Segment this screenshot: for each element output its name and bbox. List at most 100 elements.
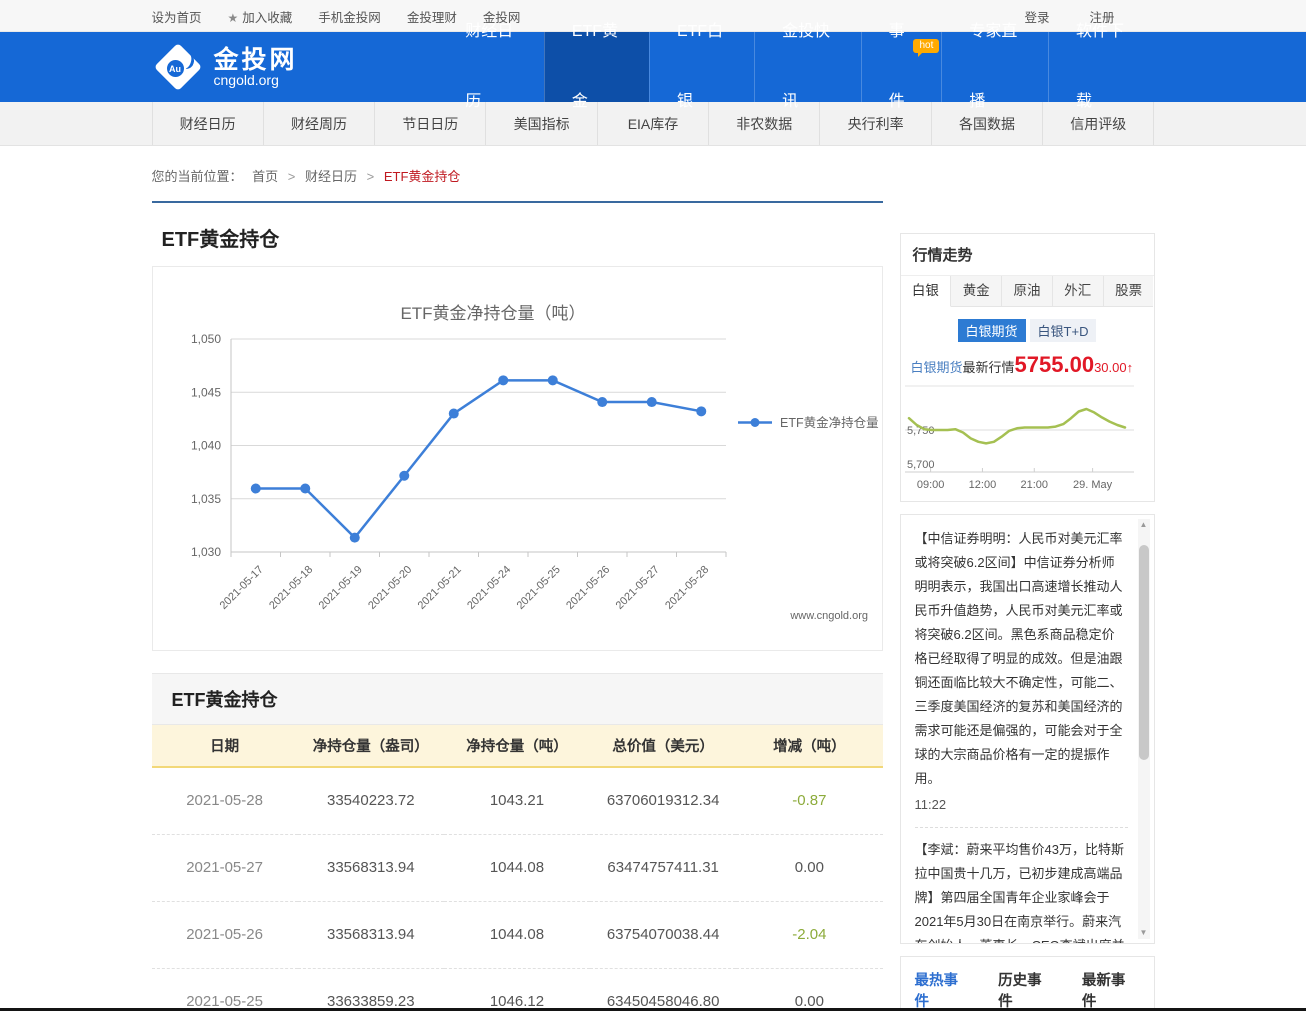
holdings-table-section: ETF黄金持仓 日期 净持仓量（盎司） 净持仓量（吨） 总价值（美元） 增减（吨… <box>151 673 883 1011</box>
nav-item-xiazai[interactable]: 软件下载 <box>1047 23 1155 110</box>
page-title: ETF黄金持仓 <box>161 229 280 251</box>
news-item[interactable]: 【中信证券明明：人民币对美元汇率或将突破6.2区间】中信证券分析师明明表示，我国… <box>915 527 1128 817</box>
tab-latest-events[interactable]: 最新事件 <box>1081 973 1126 1010</box>
nav-item-etf-silver[interactable]: ETF白银 <box>648 23 754 110</box>
topbar-link-licai[interactable]: 金投理财 <box>406 10 457 25</box>
topbar-link-favorite[interactable]: ★ 加入收藏 <box>228 7 293 26</box>
cell-date: 2021-05-25 <box>151 968 298 1011</box>
scroll-up-icon[interactable]: ▲ <box>1139 520 1148 529</box>
quote-tab-stock[interactable]: 股票 <box>1103 276 1154 307</box>
subnav-geguo-shuju[interactable]: 各国数据 <box>932 102 1044 145</box>
col-header-date: 日期 <box>151 725 298 768</box>
x-tick-label: 2021-05-18 <box>267 564 315 612</box>
news-text: 【李斌：蔚来平均售价43万，比特斯拉中国贵十几万，已初步建成高端品牌】第四届全国… <box>914 842 1125 943</box>
data-point <box>497 375 508 386</box>
subnav-caijing-zhouli[interactable]: 财经周历 <box>264 102 376 145</box>
scrollbar-thumb[interactable] <box>1138 545 1149 760</box>
col-header-change: 增减（吨） <box>736 725 883 768</box>
cell-change: -2.04 <box>736 901 883 969</box>
data-point <box>695 406 706 417</box>
nav-item-caijing-rili[interactable]: 财经日历 <box>465 23 514 110</box>
svg-text:5,750: 5,750 <box>907 425 935 437</box>
sidebar: 行情走势 白银 黄金 原油 外汇 股票 白银期货 白银T+D 白银期货最新行情5… <box>899 233 1155 1011</box>
cell-value: 63450458046.80 <box>590 968 737 1011</box>
main-content: ETF黄金持仓 1,050 1,045 1,040 1,035 1,030 2021-05… <box>151 203 883 1011</box>
register-link[interactable]: 注册 <box>1089 10 1115 25</box>
cell-change: 0.00 <box>736 968 883 1011</box>
holdings-table: 日期 净持仓量（盎司） 净持仓量（吨） 总价值（美元） 增减（吨） 2021-0… <box>151 725 883 1011</box>
logo-diamond-icon: Au <box>152 41 204 93</box>
table-row: 2021-05-28 33540223.72 1043.21 637060193… <box>151 767 883 835</box>
quote-tab-oil[interactable]: 原油 <box>1002 276 1053 307</box>
table-section-title: ETF黄金持仓 <box>151 673 883 725</box>
data-point <box>547 375 558 386</box>
tab-hottest-events[interactable]: 最热事件 <box>914 973 959 1010</box>
tab-history-events[interactable]: 历史事件 <box>998 973 1042 1010</box>
mini-x-tick-label: 29. May <box>1073 479 1113 491</box>
news-item[interactable]: 【李斌：蔚来平均售价43万，比特斯拉中国贵十几万，已初步建成高端品牌】第四届全国… <box>914 838 1128 943</box>
news-scrollbar[interactable]: ▲ ▼ <box>1137 519 1150 939</box>
quote-tab-silver[interactable]: 白银 <box>900 276 952 307</box>
cell-oz: 33568313.94 <box>297 901 444 969</box>
x-tick-label: 2021-05-25 <box>514 564 562 612</box>
cell-value: 63706019312.34 <box>590 767 737 835</box>
table-header-row: 日期 净持仓量（盎司） 净持仓量（吨） 总价值（美元） 增减（吨） <box>151 725 883 768</box>
series-line <box>255 379 701 540</box>
cell-tons: 1044.08 <box>443 834 591 902</box>
sub-navbar: 财经日历 财经周历 节日日历 美国指标 EIA库存 非农数据 央行利率 各国数据… <box>0 102 1306 146</box>
quote-tabs: 白银 黄金 原油 外汇 股票 <box>900 276 1154 307</box>
quote-tab-forex[interactable]: 外汇 <box>1052 276 1104 307</box>
data-point <box>250 483 261 494</box>
topbar-link-set-home[interactable]: 设为首页 <box>151 10 202 25</box>
breadcrumb-current: ETF黄金持仓 <box>383 169 461 184</box>
nav-item-zhibo[interactable]: 专家直播 <box>941 23 1048 110</box>
logo-cn: 金投网 <box>213 45 298 74</box>
site-logo[interactable]: Au 金投网 cngold.org <box>152 41 359 93</box>
cell-date: 2021-05-27 <box>151 834 298 902</box>
breadcrumb: 您的当前位置： 首页 > 财经日历 > ETF黄金持仓 <box>151 166 883 203</box>
topbar: 设为首页 ★ 加入收藏 手机金投网 金投理财 金投网 登录 注册 <box>0 0 1306 32</box>
col-header-value: 总价值（美元） <box>590 725 737 768</box>
login-link[interactable]: 登录 <box>1024 10 1050 25</box>
scroll-down-icon[interactable]: ▼ <box>1139 928 1148 937</box>
quote-price-value: 5755.00 <box>1014 352 1095 377</box>
news-text: 【中信证券明明：人民币对美元汇率或将突破6.2区间】中信证券分析师明明表示，我国… <box>914 531 1123 786</box>
news-feed: 【中信证券明明：人民币对美元汇率或将突破6.2区间】中信证券分析师明明表示，我国… <box>899 514 1155 944</box>
col-header-oz: 净持仓量（盎司） <box>297 725 444 768</box>
quote-box: 行情走势 白银 黄金 原油 外汇 股票 白银期货 白银T+D 白银期货最新行情5… <box>899 233 1155 502</box>
events-box: 最热事件 历史事件 最新事件 1 直击EIA数据 行情异动大战在即 <box>899 956 1155 1011</box>
cell-change: 0.00 <box>736 834 883 902</box>
topbar-link-cngold[interactable]: 金投网 <box>482 10 521 25</box>
hot-badge: hot <box>913 39 940 57</box>
breadcrumb-calendar[interactable]: 财经日历 <box>305 169 358 184</box>
topbar-link-favorite-label: 加入收藏 <box>242 10 293 25</box>
subnav-meiguo-zhibiao[interactable]: 美国指标 <box>486 102 598 145</box>
quote-tab-gold[interactable]: 黄金 <box>951 276 1003 307</box>
subnav-xinyong-pingji[interactable]: 信用评级 <box>1043 102 1155 145</box>
x-tick-label: 2021-05-21 <box>415 564 463 612</box>
quote-box-title: 行情走势 <box>900 234 1154 276</box>
quote-market-link[interactable]: 白银期货 <box>910 360 963 375</box>
subnav-feinong-shuju[interactable]: 非农数据 <box>709 102 821 145</box>
subnav-jieri-rili[interactable]: 节日日历 <box>375 102 487 145</box>
subnav-eia-kucun[interactable]: EIA库存 <box>598 102 710 145</box>
up-arrow-icon: ↑ <box>1126 360 1134 375</box>
breadcrumb-separator: > <box>287 169 296 184</box>
legend-label: ETF黄金净持仓量 <box>780 415 879 430</box>
events-tabs: 最热事件 历史事件 最新事件 <box>901 957 1154 1011</box>
data-point <box>596 397 607 408</box>
subnav-yanghang-lilv[interactable]: 央行利率 <box>820 102 932 145</box>
breadcrumb-home[interactable]: 首页 <box>252 169 279 184</box>
nav-item-kuaixun[interactable]: 金投快讯 <box>754 23 861 110</box>
silver-td-button[interactable]: 白银T+D <box>1029 319 1097 342</box>
subnav-caijing-rili[interactable]: 财经日历 <box>151 102 264 145</box>
gold-holdings-chart: 1,050 1,045 1,040 1,035 1,030 2021-05-17 2021-… <box>151 266 883 651</box>
silver-futures-button[interactable]: 白银期货 <box>957 319 1026 342</box>
main-navbar: Au 金投网 cngold.org 财经日历 ETF黄金 ETF白银 金投快讯 … <box>0 23 1306 110</box>
mini-x-tick-label: 21:00 <box>1020 479 1048 491</box>
nav-item-etf-gold[interactable]: ETF黄金 <box>543 23 649 110</box>
topbar-link-mobile[interactable]: 手机金投网 <box>318 10 381 25</box>
silver-mini-chart-svg: 5,750 5,700 09:00 12:00 21:00 29. May <box>904 385 1134 491</box>
x-tick-label: 2021-05-17 <box>217 564 265 612</box>
nav-item-shijian[interactable]: 事件 hot <box>860 23 942 110</box>
